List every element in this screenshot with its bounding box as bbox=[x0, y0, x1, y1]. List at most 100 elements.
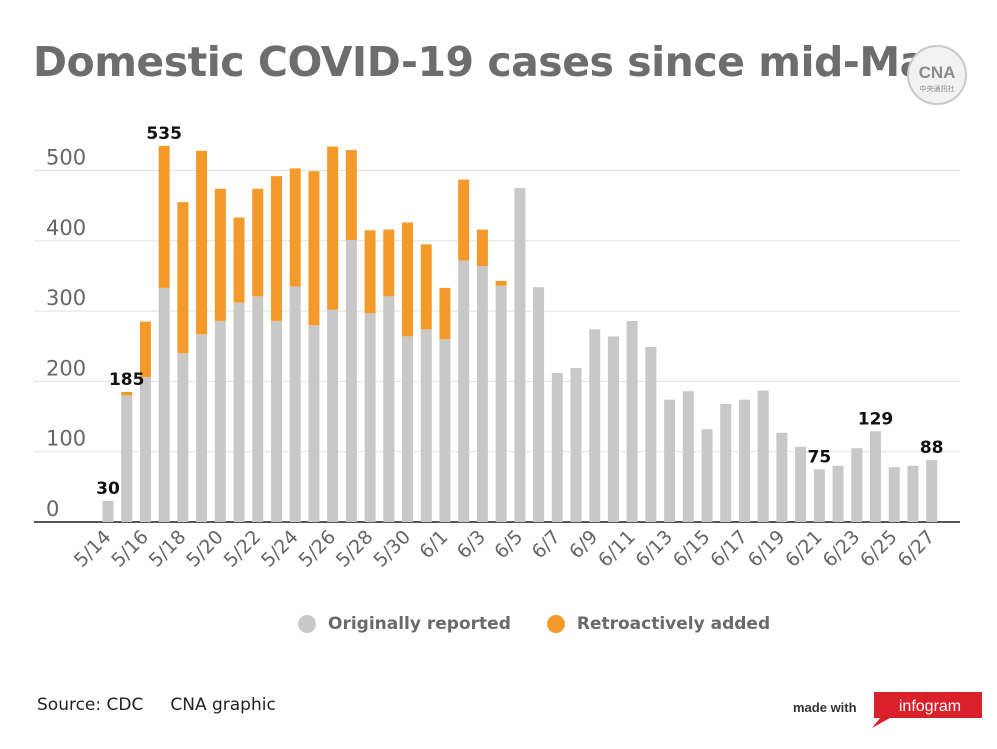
bar-retro-6/2[interactable] bbox=[458, 179, 470, 261]
bar-original-6/6[interactable] bbox=[533, 287, 545, 522]
bar-original-6/1[interactable] bbox=[439, 339, 451, 522]
x-tick-label: 6/27 bbox=[893, 526, 939, 572]
bar-retro-5/26[interactable] bbox=[327, 146, 339, 310]
bar-original-6/27[interactable] bbox=[926, 460, 938, 522]
infogram-badge[interactable]: infogram bbox=[868, 690, 982, 730]
bar-retro-5/30[interactable] bbox=[402, 222, 414, 337]
bar-retro-5/16[interactable] bbox=[139, 321, 151, 378]
bar-original-6/20[interactable] bbox=[795, 446, 807, 522]
bar-retro-5/18[interactable] bbox=[177, 202, 189, 354]
cna-logo: CNA 中央通訊社 bbox=[907, 45, 967, 105]
data-label-5/14: 30 bbox=[96, 479, 120, 499]
legend-item-original[interactable]: Originally reported bbox=[298, 614, 511, 634]
bar-original-5/17[interactable] bbox=[158, 287, 170, 522]
bar-original-6/21[interactable] bbox=[813, 469, 825, 522]
legend-label-retro: Retroactively added bbox=[576, 614, 771, 634]
bar-original-6/25[interactable] bbox=[888, 467, 900, 522]
bar-original-5/20[interactable] bbox=[214, 320, 226, 522]
bar-original-5/23[interactable] bbox=[270, 320, 282, 522]
legend-swatch-original bbox=[298, 615, 316, 633]
data-label-6/27: 88 bbox=[920, 438, 944, 458]
bar-original-6/22[interactable] bbox=[832, 465, 844, 522]
bar-retro-5/31[interactable] bbox=[420, 244, 432, 330]
bar-original-5/27[interactable] bbox=[345, 240, 357, 523]
x-tick-label: 6/17 bbox=[706, 526, 752, 572]
y-tick-label: 400 bbox=[46, 216, 86, 240]
y-tick-label: 300 bbox=[46, 286, 86, 310]
bar-original-6/7[interactable] bbox=[551, 372, 563, 522]
bar-original-5/28[interactable] bbox=[364, 313, 376, 522]
x-tick-label: 6/21 bbox=[781, 526, 827, 572]
bar-original-6/18[interactable] bbox=[757, 390, 769, 522]
bar-retro-6/1[interactable] bbox=[439, 287, 451, 340]
bar-retro-5/25[interactable] bbox=[308, 171, 320, 326]
x-tick-label: 6/23 bbox=[819, 526, 865, 572]
x-tick-label: 6/15 bbox=[669, 526, 715, 572]
bar-original-6/19[interactable] bbox=[776, 432, 788, 522]
bar-original-6/2[interactable] bbox=[458, 260, 470, 522]
logo-text: CNA bbox=[919, 63, 956, 82]
bar-original-5/30[interactable] bbox=[402, 336, 414, 522]
bar-original-5/26[interactable] bbox=[327, 309, 339, 522]
bar-retro-5/15[interactable] bbox=[121, 391, 133, 396]
bar-original-5/14[interactable] bbox=[102, 500, 114, 522]
bar-original-6/9[interactable] bbox=[589, 329, 601, 522]
bar-original-6/4[interactable] bbox=[495, 285, 507, 522]
bar-original-6/13[interactable] bbox=[664, 399, 676, 522]
bar-original-5/16[interactable] bbox=[139, 377, 151, 522]
data-label-6/24: 129 bbox=[858, 409, 894, 429]
bar-original-5/21[interactable] bbox=[233, 302, 245, 522]
bar-original-6/5[interactable] bbox=[514, 188, 526, 522]
bar-original-6/23[interactable] bbox=[851, 448, 863, 522]
y-tick-label: 200 bbox=[46, 356, 86, 380]
bar-original-5/22[interactable] bbox=[252, 296, 264, 522]
logo-ring bbox=[907, 45, 967, 105]
bar-retro-6/4[interactable] bbox=[495, 280, 507, 286]
bar-original-5/15[interactable] bbox=[121, 395, 133, 522]
bar-retro-5/19[interactable] bbox=[196, 150, 208, 335]
bar-original-5/19[interactable] bbox=[196, 334, 208, 522]
bar-original-5/29[interactable] bbox=[383, 296, 395, 522]
bar-original-5/31[interactable] bbox=[420, 329, 432, 522]
bar-retro-5/23[interactable] bbox=[270, 176, 282, 321]
bar-original-6/24[interactable] bbox=[870, 431, 882, 522]
bar-original-6/16[interactable] bbox=[720, 403, 732, 522]
infogram-label: infogram bbox=[899, 698, 961, 715]
bar-retro-5/28[interactable] bbox=[364, 230, 376, 314]
data-labels: 30 185 535 75 129 88 bbox=[96, 124, 943, 499]
bar-retro-6/3[interactable] bbox=[476, 229, 488, 267]
x-tick-label: 5/28 bbox=[332, 526, 378, 572]
bar-original-5/18[interactable] bbox=[177, 353, 189, 522]
bar-retro-5/27[interactable] bbox=[345, 150, 357, 241]
bar-retro-5/20[interactable] bbox=[214, 188, 226, 321]
data-label-5/15: 185 bbox=[109, 370, 145, 390]
legend-swatch-retro bbox=[546, 615, 565, 633]
bar-retro-5/29[interactable] bbox=[383, 229, 395, 297]
legend-item-retro[interactable]: Retroactively added bbox=[546, 614, 771, 634]
bar-retro-5/21[interactable] bbox=[233, 217, 245, 303]
bar-original-6/14[interactable] bbox=[682, 391, 694, 522]
bar-original-6/8[interactable] bbox=[570, 368, 582, 522]
data-label-6/21: 75 bbox=[808, 447, 832, 467]
bar-original-6/10[interactable] bbox=[607, 336, 619, 522]
x-tick-label: 6/1 bbox=[415, 526, 452, 563]
bar-original-6/3[interactable] bbox=[476, 266, 488, 522]
bar-original-6/17[interactable] bbox=[738, 399, 750, 522]
bar-retro-5/17[interactable] bbox=[158, 145, 170, 288]
x-tick-label: 5/24 bbox=[257, 526, 303, 572]
x-tick-label: 5/22 bbox=[220, 526, 266, 572]
bar-original-6/11[interactable] bbox=[626, 320, 638, 522]
y-tick-label: 0 bbox=[46, 497, 59, 521]
bar-retro-5/22[interactable] bbox=[252, 188, 264, 297]
x-tick-label: 5/18 bbox=[145, 526, 191, 572]
bar-original-5/24[interactable] bbox=[289, 286, 301, 522]
bar-original-6/12[interactable] bbox=[645, 346, 657, 522]
bars bbox=[102, 145, 938, 523]
bar-original-5/25[interactable] bbox=[308, 325, 320, 522]
x-tick-label: 6/7 bbox=[528, 526, 565, 563]
source-note: Source: CDC CNA graphic bbox=[37, 695, 276, 715]
bar-original-6/26[interactable] bbox=[907, 465, 919, 522]
bar-retro-5/24[interactable] bbox=[289, 168, 301, 287]
bar-original-6/15[interactable] bbox=[701, 429, 713, 522]
x-tick-label: 6/5 bbox=[490, 526, 527, 563]
